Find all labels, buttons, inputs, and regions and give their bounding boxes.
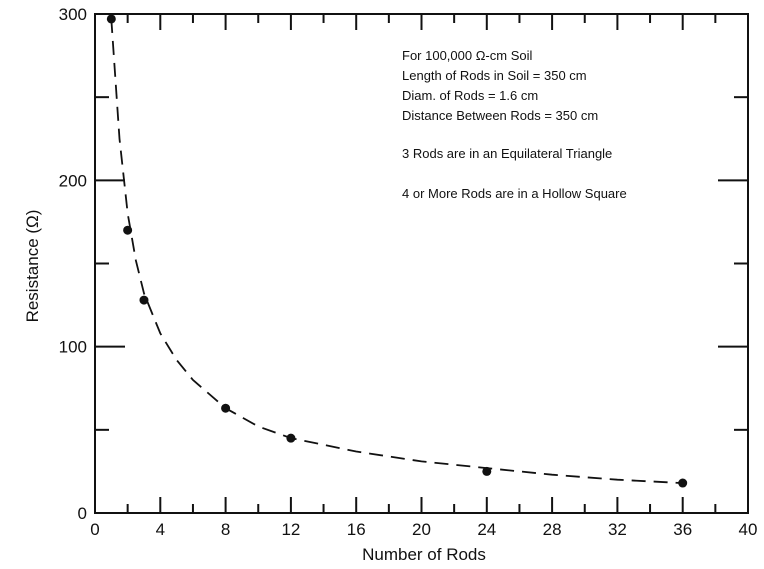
x-tick-label: 8 (221, 520, 230, 539)
annotation-block: For 100,000 Ω-cm Soil Length of Rods in … (402, 48, 627, 201)
x-tick-label: 40 (739, 520, 758, 539)
x-tick-label: 4 (156, 520, 165, 539)
x-tick-label: 16 (347, 520, 366, 539)
x-axis-label: Number of Rods (362, 545, 486, 564)
tick-marks (95, 14, 748, 513)
y-axis-label: Resistance (Ω) (23, 210, 42, 323)
data-point (286, 433, 296, 443)
x-tick-label: 20 (412, 520, 431, 539)
data-point (139, 295, 149, 305)
y-tick-label: 300 (59, 5, 87, 24)
data-point (106, 14, 116, 24)
x-tick-labels: 0 4 8 12 16 20 24 28 32 36 40 (90, 520, 757, 539)
annotation-rod-length: Length of Rods in Soil = 350 cm (402, 68, 587, 83)
x-tick-label: 0 (90, 520, 99, 539)
y-tick-label: 100 (59, 338, 87, 357)
x-tick-label: 32 (608, 520, 627, 539)
data-point (221, 403, 231, 413)
data-point (678, 478, 688, 488)
annotation-triangle: 3 Rods are in an Equilateral Triangle (402, 146, 612, 161)
x-tick-label: 12 (281, 520, 300, 539)
y-tick-labels: 0 100 200 300 (59, 5, 87, 523)
annotation-rod-diameter: Diam. of Rods = 1.6 cm (402, 88, 538, 103)
x-tick-label: 36 (673, 520, 692, 539)
data-points (106, 14, 688, 488)
data-point (482, 466, 492, 476)
x-tick-label: 24 (477, 520, 496, 539)
annotation-soil: For 100,000 Ω-cm Soil (402, 48, 532, 63)
data-point (123, 225, 133, 235)
x-tick-label: 28 (543, 520, 562, 539)
y-tick-label: 0 (78, 504, 87, 523)
annotation-square: 4 or More Rods are in a Hollow Square (402, 186, 627, 201)
dashed-fit-curve (110, 18, 683, 484)
y-tick-label: 200 (59, 171, 87, 190)
annotation-rod-distance: Distance Between Rods = 350 cm (402, 108, 598, 123)
